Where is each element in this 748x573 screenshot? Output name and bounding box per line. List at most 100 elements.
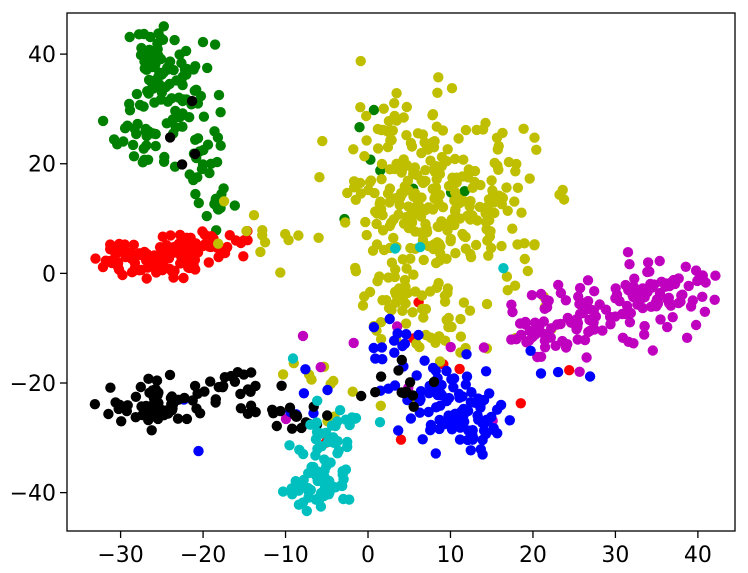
- scatter-point-series-3: [572, 334, 583, 345]
- scatter-point-series-0: [209, 39, 221, 50]
- x-tick-label: 0: [361, 543, 375, 568]
- y-tick-label: 40: [28, 43, 56, 68]
- scatter-point-series-3: [700, 277, 711, 288]
- scatter-point-series-5: [116, 416, 127, 427]
- scatter-point-series-2: [531, 144, 542, 155]
- scatter-point-series-5: [143, 414, 154, 426]
- scatter-point-series-3: [690, 265, 702, 276]
- scatter-point-series-2: [415, 211, 427, 222]
- scatter-point-series-0: [177, 95, 188, 107]
- scatter-point-series-2: [414, 341, 425, 353]
- scatter-point-series-3: [680, 261, 691, 272]
- scatter-point-series-3: [571, 319, 582, 331]
- scatter-point-series-2: [464, 305, 476, 316]
- scatter-point-series-2: [405, 242, 416, 254]
- scatter-point-series-0: [197, 36, 209, 48]
- scatter-point-series-4: [419, 355, 430, 366]
- scatter-point-series-2: [481, 298, 493, 310]
- scatter-point-series-4: [473, 414, 484, 425]
- scatter-point-series-4: [465, 445, 476, 456]
- scatter-point-series-2: [248, 210, 260, 221]
- scatter-point-series-2: [383, 302, 395, 314]
- scatter-point-series-3: [639, 321, 650, 332]
- scatter-point-series-3: [667, 312, 678, 323]
- scatter-point-series-3: [697, 291, 708, 302]
- scatter-point-series-2: [416, 192, 427, 203]
- scatter-point-series-5: [189, 380, 201, 392]
- scatter-point-series-2: [401, 263, 412, 274]
- scatter-point-series-5: [229, 376, 241, 387]
- scatter-point-series-3: [445, 341, 456, 353]
- scatter-point-series-6: [323, 483, 334, 494]
- scatter-point-series-2: [355, 102, 366, 113]
- scatter-point-series-0: [159, 151, 170, 163]
- scatter-point-series-5: [396, 387, 407, 398]
- scatter-point-series-3: [676, 290, 687, 301]
- scatter-point-series-2: [434, 255, 445, 266]
- scatter-point-series-1: [224, 230, 235, 241]
- scatter-point-series-2: [491, 192, 502, 204]
- scatter-point-series-6: [333, 445, 344, 457]
- scatter-point-series-2: [360, 216, 371, 228]
- scatter-point-series-2: [361, 110, 372, 122]
- scatter-point-series-6: [294, 444, 305, 455]
- scatter-point-series-5: [151, 375, 163, 386]
- scatter-point-series-0: [150, 128, 161, 140]
- scatter-point-series-0: [368, 104, 380, 116]
- scatter-point-series-5: [242, 408, 254, 419]
- scatter-point-series-2: [492, 144, 503, 155]
- scatter-point-series-6: [287, 353, 299, 364]
- scatter-point-series-3: [683, 280, 694, 292]
- scatter-point-series-4: [441, 365, 452, 377]
- scatter-point-series-5: [186, 95, 198, 107]
- scatter-point-series-2: [361, 135, 372, 146]
- scatter-point-series-4: [488, 423, 499, 434]
- scatter-point-series-0: [201, 210, 212, 222]
- scatter-point-series-3: [632, 299, 643, 310]
- scatter-point-series-2: [477, 124, 489, 135]
- scatter-point-series-2: [355, 55, 366, 67]
- scatter-point-series-4: [370, 353, 381, 364]
- scatter-point-series-2: [418, 254, 429, 266]
- scatter-point-series-1: [454, 363, 465, 375]
- scatter-point-series-2: [519, 253, 530, 265]
- scatter-point-series-0: [196, 163, 208, 175]
- scatter-point-series-6: [284, 440, 295, 451]
- scatter-point-series-2: [451, 177, 462, 188]
- scatter-point-series-2: [376, 174, 387, 185]
- scatter-point-series-5: [428, 376, 440, 388]
- scatter-point-series-6: [310, 494, 321, 505]
- scatter-point-series-5: [164, 132, 176, 143]
- scatter-point-series-1: [213, 251, 224, 263]
- scatter-point-series-5: [135, 381, 146, 393]
- scatter-point-series-2: [427, 333, 438, 344]
- scatter-point-series-6: [337, 466, 348, 477]
- scatter-point-series-6: [340, 414, 351, 425]
- scatter-point-series-5: [146, 425, 157, 436]
- scatter-point-series-3: [526, 290, 538, 301]
- scatter-point-series-3: [555, 287, 567, 299]
- scatter-point-series-4: [423, 388, 435, 399]
- scatter-point-series-3: [646, 301, 657, 312]
- scatter-point-series-2: [509, 196, 520, 207]
- scatter-point-series-0: [213, 89, 225, 101]
- scatter-point-series-3: [681, 332, 693, 343]
- scatter-point-series-2: [457, 228, 468, 240]
- scatter-point-series-2: [503, 156, 515, 168]
- scatter-point-series-3: [623, 336, 634, 347]
- scatter-point-series-3: [638, 283, 649, 294]
- scatter-point-series-2: [436, 151, 448, 163]
- scatter-point-series-6: [301, 505, 312, 517]
- scatter-point-series-3: [662, 321, 673, 333]
- scatter-point-series-0: [124, 105, 136, 116]
- scatter-point-series-3: [574, 366, 585, 377]
- scatter-point-series-5: [235, 388, 246, 400]
- scatter-point-series-2: [432, 237, 443, 248]
- scatter-point-series-2: [422, 144, 434, 155]
- scatter-point-series-1: [175, 251, 187, 262]
- scatter-point-series-2: [463, 164, 474, 175]
- scatter-point-series-3: [669, 278, 681, 290]
- scatter-point-series-2: [241, 225, 252, 237]
- scatter-point-series-3: [588, 317, 599, 328]
- scatter-point-series-3: [710, 270, 721, 281]
